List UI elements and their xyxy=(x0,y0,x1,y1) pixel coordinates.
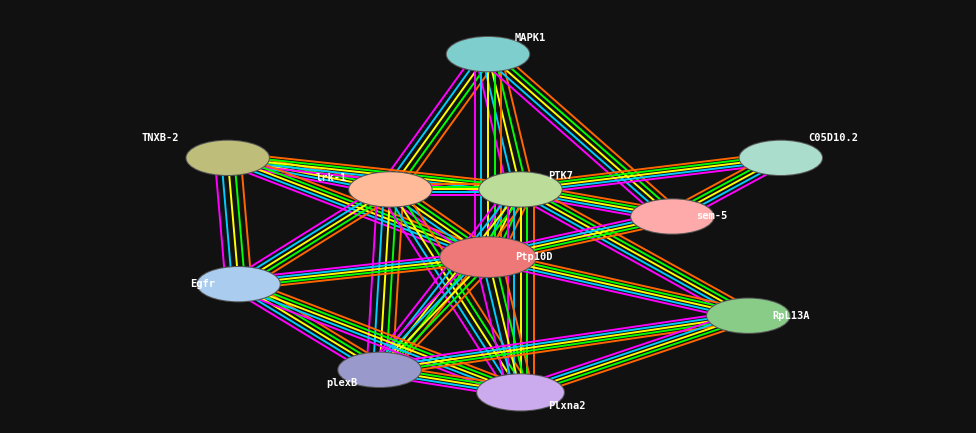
Circle shape xyxy=(631,199,713,234)
Text: sem-5: sem-5 xyxy=(696,211,727,222)
Text: PTK7: PTK7 xyxy=(548,171,573,181)
Circle shape xyxy=(349,172,431,207)
Text: TNXB-2: TNXB-2 xyxy=(142,132,179,142)
Circle shape xyxy=(477,375,564,410)
Circle shape xyxy=(440,237,536,277)
Circle shape xyxy=(447,37,529,71)
Text: plexB: plexB xyxy=(327,378,358,388)
Text: Plxna2: Plxna2 xyxy=(548,401,586,411)
Circle shape xyxy=(740,141,822,175)
Circle shape xyxy=(186,141,269,175)
Text: MAPK1: MAPK1 xyxy=(515,33,547,43)
Text: lrk-1: lrk-1 xyxy=(316,173,347,183)
Text: C05D10.2: C05D10.2 xyxy=(808,132,858,142)
Text: Ptp10D: Ptp10D xyxy=(515,252,552,262)
Circle shape xyxy=(197,267,280,301)
Text: RpL13A: RpL13A xyxy=(772,311,810,321)
Circle shape xyxy=(707,299,790,333)
Circle shape xyxy=(479,172,562,207)
Circle shape xyxy=(339,353,421,387)
Text: Egfr: Egfr xyxy=(189,279,215,289)
